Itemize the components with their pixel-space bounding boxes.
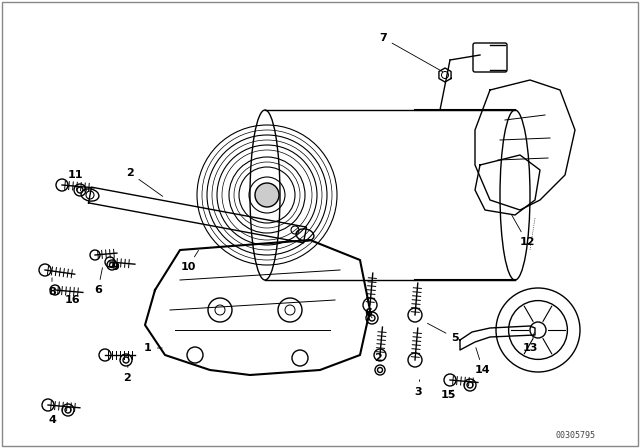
Text: 7: 7 (379, 33, 443, 72)
Text: 6: 6 (364, 308, 372, 318)
Text: 12: 12 (511, 215, 535, 247)
Text: 2: 2 (126, 168, 163, 196)
Text: 16: 16 (64, 292, 80, 305)
Text: 1: 1 (144, 343, 162, 353)
Text: 5: 5 (428, 323, 459, 343)
Text: 3: 3 (414, 380, 422, 397)
Text: 2: 2 (123, 365, 131, 383)
Text: 4: 4 (48, 415, 56, 425)
Text: 14: 14 (475, 348, 491, 375)
Text: 8: 8 (48, 278, 56, 297)
Circle shape (255, 183, 279, 207)
Text: 15: 15 (440, 390, 456, 400)
Text: 13: 13 (522, 333, 538, 353)
Text: 6: 6 (94, 268, 102, 295)
Text: 00305795: 00305795 (555, 431, 595, 439)
Text: 10: 10 (180, 250, 198, 272)
Text: 11: 11 (67, 170, 83, 187)
Text: 9: 9 (111, 262, 119, 272)
Text: 2: 2 (374, 353, 382, 363)
